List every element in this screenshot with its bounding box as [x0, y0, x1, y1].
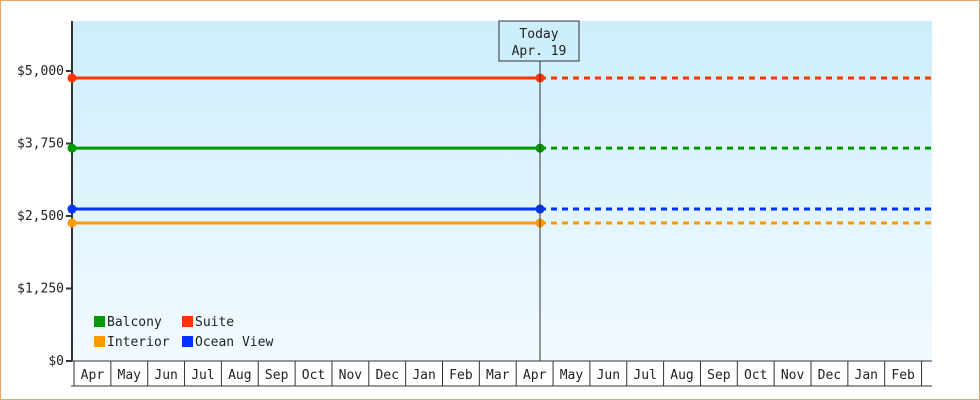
x-tick-label: Jan	[855, 368, 878, 383]
x-tick-label: Oct	[302, 368, 325, 383]
x-tick-label: Jan	[412, 368, 435, 383]
x-tick-label: Feb	[891, 368, 915, 383]
x-tick-label: Apr	[81, 368, 105, 383]
x-tick-label: Dec	[818, 368, 841, 383]
x-tick-label: Oct	[744, 368, 767, 383]
x-tick-label: Jul	[633, 368, 656, 383]
y-tick-label: $0	[48, 354, 64, 369]
series-point	[67, 218, 77, 228]
y-tick-label: $3,750	[17, 137, 64, 152]
x-tick-label: May	[118, 368, 142, 383]
x-tick-label: Jul	[191, 368, 214, 383]
today-box	[498, 20, 580, 62]
x-tick-label: Sep	[265, 368, 289, 383]
series-point	[67, 204, 77, 214]
plot-area	[72, 21, 932, 361]
x-tick-label: Apr	[523, 368, 547, 383]
legend-label: Suite	[195, 315, 234, 330]
x-tick-label: Aug	[670, 368, 693, 383]
x-tick-label: Feb	[449, 368, 473, 383]
legend-label: Interior	[107, 335, 170, 350]
legend-swatch	[182, 316, 193, 327]
x-tick-label: Jun	[597, 368, 620, 383]
legend-swatch	[182, 336, 193, 347]
y-tick-label: $1,250	[17, 282, 64, 297]
today-date: Apr. 19	[512, 44, 567, 59]
x-tick-label: Jun	[154, 368, 177, 383]
x-tick-label: Nov	[339, 368, 363, 383]
x-tick-label: Sep	[707, 368, 731, 383]
series-point	[67, 73, 77, 83]
series-point	[67, 143, 77, 153]
legend-label: Ocean View	[195, 335, 273, 350]
x-tick-label: Nov	[781, 368, 805, 383]
legend-label: Balcony	[107, 315, 162, 330]
y-tick-label: $5,000	[17, 64, 64, 79]
x-tick-label: Dec	[375, 368, 398, 383]
x-tick-label: Mar	[486, 368, 510, 383]
today-label: Today	[519, 27, 558, 42]
y-tick-label: $2,500	[17, 209, 64, 224]
legend-swatch	[94, 316, 105, 327]
x-tick-label: May	[560, 368, 584, 383]
x-tick-label: Aug	[228, 368, 251, 383]
legend-swatch	[94, 336, 105, 347]
